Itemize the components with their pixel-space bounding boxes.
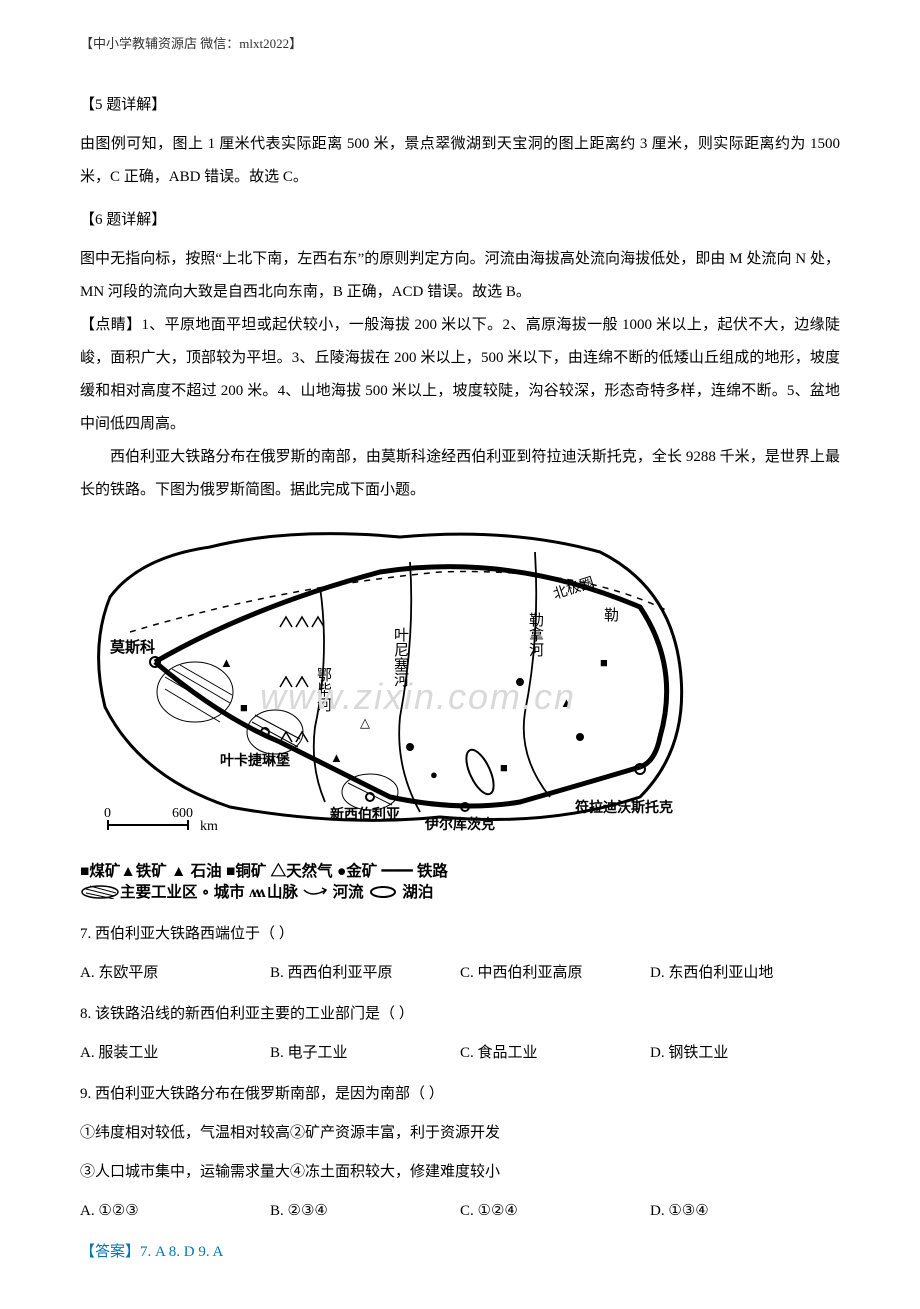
- q7-option-a: A. 东欧平原: [80, 957, 270, 990]
- map-svg: 北极圈 鄂毕河 叶尼塞河 勒拿河 勒: [80, 517, 700, 857]
- q5-explanation: 由图例可知，图上 1 厘米代表实际距离 500 米，景点翠微湖到天宝洞的图上距离…: [80, 128, 840, 194]
- river-lena-label: 勒拿河: [527, 612, 544, 657]
- legend-line2: 主要工业区 ∘ 城市 ᴧᴧᴧ 山脉 河流 湖泊: [80, 882, 840, 904]
- q8-options: A. 服装工业 B. 电子工业 C. 食品工业 D. 钢铁工业: [80, 1037, 840, 1070]
- q7-options: A. 东欧平原 B. 西西伯利亚平原 C. 中西伯利亚高原 D. 东西伯利亚山地: [80, 957, 840, 990]
- q7-option-c: C. 中西伯利亚高原: [460, 957, 650, 990]
- q9-option-d: D. ①③④: [650, 1195, 840, 1228]
- q8-option-b: B. 电子工业: [270, 1037, 460, 1070]
- svg-text:●: ●: [430, 767, 438, 782]
- q8-option-d: D. 钢铁工业: [650, 1037, 840, 1070]
- river-ob-label: 鄂毕河: [315, 667, 332, 712]
- q9-stem: 9. 西伯利亚大铁路分布在俄罗斯南部，是因为南部（ ）: [80, 1078, 840, 1111]
- q6-title: 【6 题详解】: [80, 204, 840, 237]
- legend-line1: ■煤矿▲铁矿 ▲ 石油 ■铜矿 △天然气 ●金矿 ━━ 铁路: [80, 861, 840, 883]
- q9-line2: ③人口城市集中，运输需求量大④冻土面积较大，修建难度较小: [80, 1156, 840, 1189]
- river-lena-label2: 勒: [602, 607, 619, 623]
- q8-option-c: C. 食品工业: [460, 1037, 650, 1070]
- city-moscow: 莫斯科: [110, 638, 155, 656]
- page-header: 【中小学教辅资源店 微信：mlxt2022】: [80, 30, 840, 59]
- city-novosibirsk: 新西伯利亚: [330, 806, 400, 823]
- q8-option-a: A. 服装工业: [80, 1037, 270, 1070]
- tips-text: 1、平原地面平坦或起伏较小，一般海拔 200 米以下。2、高原海拔一般 1000…: [80, 317, 840, 432]
- q9-option-c: C. ①②④: [460, 1195, 650, 1228]
- map-legend: ■煤矿▲铁矿 ▲ 石油 ■铜矿 △天然气 ●金矿 ━━ 铁路 主要工业区 ∘ 城…: [80, 861, 840, 904]
- q9-option-a: A. ①②③: [80, 1195, 270, 1228]
- city-yekaterinburg: 叶卡捷琳堡: [220, 752, 290, 769]
- q7-stem: 7. 西伯利亚大铁路西端位于（ ）: [80, 918, 840, 951]
- russia-map: www.zixin.com.cn 北极圈 鄂毕河 叶尼塞河 勒拿河 勒: [80, 517, 700, 857]
- tips-paragraph: 【点睛】1、平原地面平坦或起伏较小，一般海拔 200 米以下。2、高原海拔一般 …: [80, 309, 840, 441]
- svg-text:△: △: [360, 715, 370, 730]
- city-irkutsk: 伊尔库茨克: [424, 816, 495, 833]
- q6-explanation: 图中无指向标，按照“上北下南，左西右东”的原则判定方向。河流由海拔高处流向海拔低…: [80, 243, 840, 309]
- svg-text:▲: ▲: [220, 655, 233, 670]
- city-vladivostok: 符拉迪沃斯托克: [574, 799, 673, 816]
- q5-title: 【5 题详解】: [80, 89, 840, 122]
- scale-600: 600: [172, 806, 193, 821]
- passage-intro: 西伯利亚大铁路分布在俄罗斯的南部，由莫斯科途经西伯利亚到符拉迪沃斯托克，全长 9…: [80, 441, 840, 507]
- svg-text:■: ■: [600, 655, 608, 670]
- svg-text:▲: ▲: [330, 750, 343, 765]
- scale-zero: 0: [104, 806, 111, 821]
- scale-unit: km: [200, 819, 218, 834]
- svg-text:■: ■: [500, 760, 508, 775]
- svg-text:■: ■: [240, 700, 248, 715]
- q9-line1: ①纬度相对较低，气温相对较高②矿产资源丰富，利于资源开发: [80, 1117, 840, 1150]
- q7-option-d: D. 东西伯利亚山地: [650, 957, 840, 990]
- svg-text:▲: ▲: [560, 695, 573, 710]
- q7-option-b: B. 西西伯利亚平原: [270, 957, 460, 990]
- q9-option-b: B. ②③④: [270, 1195, 460, 1228]
- answers-line: 【答案】7. A 8. D 9. A: [80, 1236, 840, 1269]
- q8-stem: 8. 该铁路沿线的新西伯利亚主要的工业部门是（ ）: [80, 998, 840, 1031]
- river-yenisei-label: 叶尼塞河: [392, 627, 409, 687]
- tips-title: 【点睛】: [80, 317, 141, 333]
- q9-options: A. ①②③ B. ②③④ C. ①②④ D. ①③④: [80, 1195, 840, 1228]
